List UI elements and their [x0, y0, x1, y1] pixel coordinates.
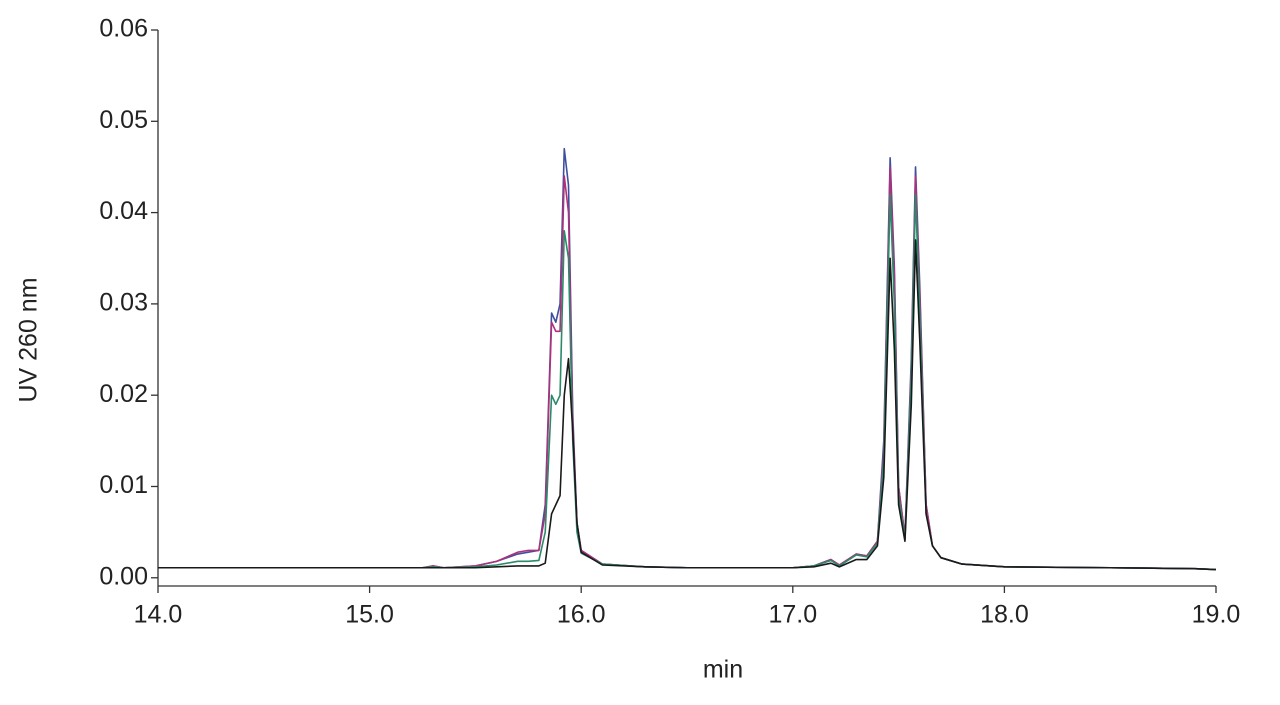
x-tick-label: 17.0: [768, 601, 817, 629]
y-tick-label: 0.03: [99, 289, 148, 317]
x-tick-label: 14.0: [134, 601, 183, 629]
x-tick-label: 19.0: [1192, 601, 1241, 629]
x-tick-label: 15.0: [345, 601, 394, 629]
y-tick-label: 0.05: [99, 106, 148, 134]
y-tick-label: 0.04: [99, 197, 148, 225]
y-tick-label: 0.02: [99, 380, 148, 408]
series-line: [158, 147, 1217, 571]
y-tick-label: 0.01: [99, 471, 148, 499]
x-tick-label: 16.0: [557, 601, 606, 629]
series-line: [158, 239, 1217, 571]
x-tick-label: 18.0: [980, 601, 1029, 629]
y-axis-label: UV 260 nm: [15, 277, 43, 402]
x-axis-label: min: [703, 656, 743, 684]
series-line: [158, 166, 1217, 571]
y-tick-label: 0.00: [99, 562, 148, 590]
y-tick-label: 0.06: [99, 15, 148, 43]
series-line: [158, 193, 1217, 571]
